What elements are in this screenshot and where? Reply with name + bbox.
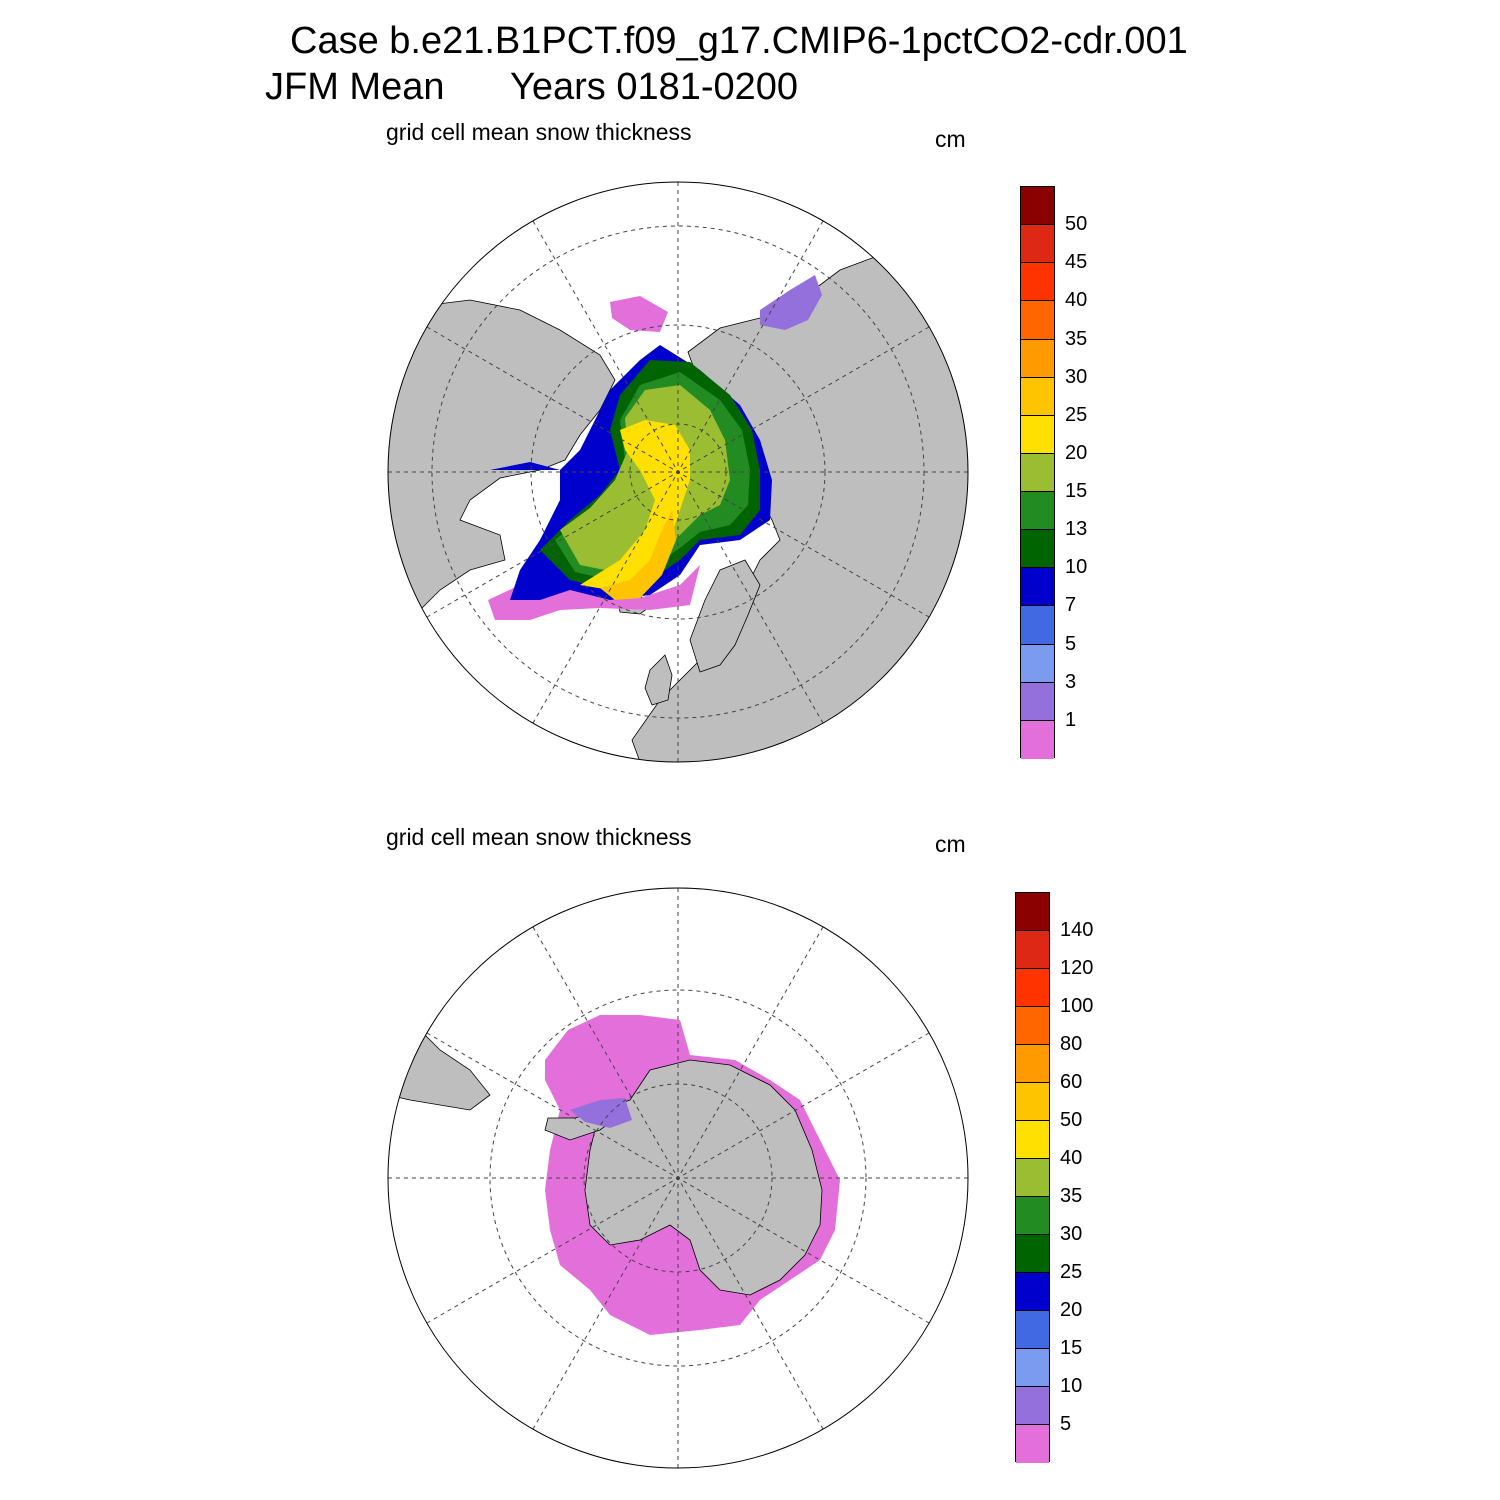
- arctic-colorbar-swatch: [1021, 225, 1054, 264]
- antarctic-colorbar-tick-label: 10: [1060, 1375, 1083, 1397]
- arctic-land-britain: [644, 654, 673, 706]
- antarctic-colorbar-swatch: [1016, 931, 1049, 969]
- arctic-panel-subtitle: grid cell mean snow thickness: [386, 119, 692, 145]
- arctic-snow-pink-okhotsk: [610, 296, 668, 332]
- arctic-colorbar-swatch: [1021, 377, 1054, 416]
- arctic-map-border: [387, 181, 969, 763]
- arctic-colorbar-tick-label: 45: [1065, 251, 1088, 274]
- antarctic-colorbar-swatch: [1016, 1045, 1049, 1083]
- arctic-colorbar-tick-label: 15: [1065, 480, 1088, 503]
- antarctic-colorbar-tick-label: 15: [1060, 1337, 1083, 1359]
- antarctic-colorbar-swatch: [1016, 1273, 1049, 1311]
- antarctic-colorbar-tick-label: 40: [1060, 1147, 1083, 1169]
- arctic-colorbar-tick-label: 30: [1065, 365, 1088, 388]
- arctic-colorbar-tick-label: 10: [1065, 556, 1088, 579]
- figure-title-years: Years 0181-0200: [510, 66, 799, 108]
- antarctic-snow-purple-weddell: [570, 1098, 632, 1128]
- antarctic-colorbar-swatch: [1016, 1349, 1049, 1387]
- arctic-colorbar-tick-label: 40: [1065, 289, 1088, 312]
- arctic-colorbar-swatch: [1021, 530, 1054, 569]
- arctic-snow-orange: [600, 510, 676, 600]
- antarctic-colorbar-swatch: [1016, 1235, 1049, 1273]
- arctic-colorbar-tick-label: 5: [1065, 632, 1077, 655]
- antarctic-colorbar-swatch: [1016, 1083, 1049, 1121]
- arctic-map: [388, 182, 968, 762]
- antarctic-colorbar-tick-label: 25: [1060, 1261, 1083, 1283]
- antarctic-colorbar-tick-label: 5: [1060, 1413, 1072, 1435]
- arctic-colorbar-tick-label: 20: [1065, 441, 1088, 464]
- arctic-colorbar-tick-label: 7: [1065, 594, 1077, 617]
- antarctic-panel-subtitle: grid cell mean snow thickness: [386, 824, 692, 850]
- arctic-colorbar-swatch: [1021, 606, 1054, 645]
- arctic-colorbar-tick-label: 3: [1065, 670, 1077, 693]
- antarctic-colorbar-tick-label: 120: [1060, 957, 1094, 979]
- antarctic-colorbar-swatch: [1016, 1159, 1049, 1197]
- arctic-snow-purple-bering: [760, 275, 822, 330]
- arctic-panel-units: cm: [935, 126, 966, 152]
- arctic-colorbar-swatch: [1021, 492, 1054, 531]
- arctic-colorbar: [1020, 186, 1055, 759]
- antarctic-panel-units: cm: [935, 831, 966, 857]
- arctic-colorbar-tick-label: 50: [1065, 213, 1088, 236]
- antarctic-colorbar-tick-label: 35: [1060, 1185, 1083, 1207]
- arctic-colorbar-swatch: [1021, 301, 1054, 340]
- antarctic-colorbar-swatch: [1016, 1121, 1049, 1159]
- antarctic-colorbar-tick-label: 100: [1060, 995, 1094, 1017]
- arctic-colorbar-swatch: [1021, 187, 1054, 226]
- antarctic-colorbar-tick-label: 60: [1060, 1071, 1083, 1093]
- antarctic-colorbar-tick-label: 50: [1060, 1109, 1083, 1131]
- antarctic-colorbar-tick-label: 140: [1060, 919, 1094, 941]
- arctic-colorbar-tick-label: 35: [1065, 327, 1088, 350]
- antarctic-map: [388, 888, 968, 1468]
- arctic-graticule: [388, 182, 968, 762]
- arctic-colorbar-swatch: [1021, 453, 1054, 492]
- figure-title-season: JFM Mean: [265, 66, 445, 108]
- arctic-colorbar-swatch: [1021, 568, 1054, 607]
- antarctic-map-border: [387, 887, 969, 1469]
- figure-title-line1: Case b.e21.B1PCT.f09_g17.CMIP6-1pctCO2-c…: [290, 20, 1188, 62]
- antarctic-colorbar-swatch: [1016, 1007, 1049, 1045]
- arctic-colorbar-swatch: [1021, 263, 1054, 302]
- arctic-colorbar-swatch: [1021, 682, 1054, 721]
- antarctic-colorbar-swatch: [1016, 1197, 1049, 1235]
- arctic-colorbar-tick-label: 25: [1065, 403, 1088, 426]
- arctic-colorbar-tick-label: 13: [1065, 518, 1088, 541]
- antarctic-graticule: [388, 888, 968, 1468]
- arctic-colorbar-tick-label: 1: [1065, 708, 1077, 731]
- arctic-land-scandinavia: [689, 559, 761, 673]
- arctic-colorbar-swatch: [1021, 720, 1054, 759]
- antarctic-colorbar-tick-label: 80: [1060, 1033, 1083, 1055]
- antarctic-colorbar-swatch: [1016, 1311, 1049, 1349]
- antarctic-colorbar-tick-label: 20: [1060, 1299, 1083, 1321]
- antarctic-colorbar-swatch: [1016, 1387, 1049, 1425]
- arctic-colorbar-swatch: [1021, 339, 1054, 378]
- arctic-colorbar-swatch: [1021, 644, 1054, 683]
- antarctic-colorbar: [1015, 892, 1050, 1463]
- antarctic-colorbar-tick-label: 30: [1060, 1223, 1083, 1245]
- antarctic-colorbar-swatch: [1016, 969, 1049, 1007]
- arctic-colorbar-swatch: [1021, 415, 1054, 454]
- antarctic-colorbar-swatch: [1016, 1425, 1049, 1463]
- antarctic-colorbar-swatch: [1016, 893, 1049, 931]
